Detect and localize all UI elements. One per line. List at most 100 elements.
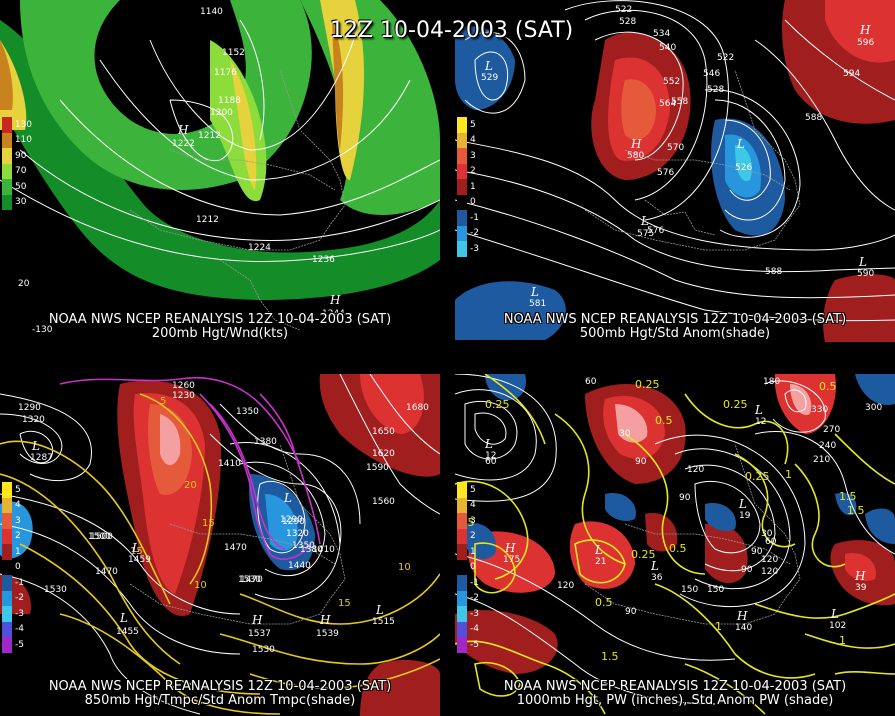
high-center-value: 175 — [503, 555, 520, 565]
temp-label: 15 — [130, 546, 143, 557]
map-200mb: 1140 1152 1176 1188 1200 1212 1212 1224 … — [0, 0, 440, 335]
contour-label: 576 — [657, 168, 674, 178]
low-center-value: 581 — [529, 299, 546, 309]
pw-label: 1.5 — [839, 490, 857, 503]
low-center-label: L — [754, 403, 763, 417]
contour-label: 588 — [765, 267, 782, 277]
contour-label: 120 — [761, 555, 778, 565]
low-center-value: 12 — [485, 451, 496, 461]
low-center-label: L — [31, 439, 40, 453]
temp-label: 5 — [160, 396, 166, 407]
low-center-label: L — [830, 607, 839, 621]
contour-label: 1350 — [236, 407, 259, 417]
low-center-value: 36 — [651, 573, 663, 583]
contour-label: 546 — [703, 69, 720, 79]
pw-anom-legend: 5 4 3 2 1 0 -1 -2 -3 -4 -5 — [457, 482, 487, 653]
low-center-value: 19 — [739, 511, 751, 521]
contour-label: 552 — [663, 77, 680, 87]
low-center-label: L — [640, 214, 649, 228]
pw-label: 0.5 — [655, 414, 673, 427]
high-center-value: 580 — [627, 151, 644, 161]
panel-500mb: 522 528 534 540 546 552 558 564 570 576 … — [455, 0, 895, 342]
contour-label: 1440 — [288, 561, 311, 571]
contour-label: 30 — [761, 529, 773, 539]
pw-label: 0.5 — [669, 542, 687, 555]
contour-label: 528 — [619, 17, 636, 27]
map-850mb: 1290 1320 1350 1380 1410 1290 1320 1350 … — [0, 374, 440, 716]
corner-label: 20 — [18, 279, 30, 289]
contour-label: 1500 — [90, 532, 113, 542]
contour-label: 1152 — [222, 48, 245, 58]
low-center-label: L — [594, 543, 603, 557]
temp-label: 15 — [338, 598, 351, 609]
contour-label: 1530 — [252, 645, 275, 655]
low-center-value: 1287 — [30, 453, 53, 463]
temp-anom-legend: 5 4 3 2 1 0 -1 -2 -3 -4 -5 — [2, 482, 32, 653]
high-center-value: 140 — [735, 623, 752, 633]
contour-label: 90 — [635, 457, 647, 467]
high-center-value: 1222 — [172, 139, 195, 149]
panel-caption: NOAA NWS NCEP REANALYSIS 12Z 10-04-2003 … — [503, 312, 847, 341]
contour-label: 576 — [647, 226, 664, 236]
contour-label: 90 — [741, 565, 753, 575]
contour-label: 90 — [679, 493, 691, 503]
panel-850mb: 1290 1320 1350 1380 1410 1290 1320 1350 … — [0, 374, 440, 716]
contour-label: 1590 — [366, 463, 389, 473]
pw-label: 0.25 — [723, 398, 748, 411]
high-center-label: H — [736, 609, 748, 623]
low-center-value: 590 — [857, 269, 874, 279]
low-center-label: L — [375, 603, 384, 617]
contour-label: 1320 — [22, 415, 45, 425]
contour-label: 1212 — [196, 215, 219, 225]
high-center-value: 1537 — [248, 629, 271, 639]
high-center-value: 596 — [857, 38, 874, 48]
contour-label: 1230 — [172, 391, 195, 401]
high-center-label: H — [329, 293, 341, 307]
contour-label: 270 — [823, 425, 840, 435]
contour-label: 1290 — [18, 403, 41, 413]
contour-label: 1200 — [210, 108, 233, 118]
contour-label: 570 — [667, 143, 684, 153]
pw-label: 0.5 — [819, 380, 837, 393]
low-center-value: 102 — [829, 621, 846, 631]
contour-label: 1290 — [282, 517, 305, 527]
contour-label: 1530 — [44, 585, 67, 595]
pw-label: 0.25 — [631, 548, 656, 561]
std-anom-legend: 5 4 3 2 1 0 -1 -2 -3 — [457, 117, 487, 257]
contour-label: 180 — [763, 377, 780, 387]
high-center-label: H — [859, 23, 871, 37]
contour-label: 588 — [805, 113, 822, 123]
low-center-value: 21 — [595, 557, 606, 567]
temp-label: 15 — [202, 518, 215, 529]
map-500mb: 522 528 534 540 546 552 558 564 570 576 … — [455, 0, 895, 342]
contour-label: 60 — [485, 457, 497, 467]
contour-label: 90 — [751, 547, 763, 557]
pw-label: 0.25 — [745, 470, 770, 483]
contour-label: 1470 — [224, 543, 247, 553]
contour-label: 522 — [717, 53, 734, 63]
pw-label: 0.25 — [635, 378, 660, 391]
panel-caption: NOAA NWS NCEP REANALYSIS 12Z 10-04-2003 … — [503, 679, 847, 708]
contour-label: 528 — [707, 85, 724, 95]
pw-label: 1.5 — [601, 650, 619, 663]
pw-label: 1.5 — [847, 504, 865, 517]
low-center-value: 1455 — [116, 627, 139, 637]
contour-label: 594 — [843, 69, 860, 79]
high-center-label: H — [177, 123, 189, 137]
low-center-value: 1290 — [280, 515, 303, 525]
low-center-label: L — [119, 611, 128, 625]
contour-label: 60 — [765, 537, 777, 547]
contour-label: 1650 — [372, 427, 395, 437]
pw-label: 1 — [839, 634, 846, 647]
high-center-label: H — [630, 137, 642, 151]
low-center-label: L — [736, 137, 745, 151]
panel-caption: NOAA NWS NCEP REANALYSIS 12Z 10-04-2003 … — [48, 679, 392, 708]
contour-label: 534 — [653, 29, 670, 39]
low-center-label: L — [738, 497, 747, 511]
contour-label: 240 — [819, 441, 836, 451]
low-center-value: 529 — [481, 73, 498, 83]
contour-label: 540 — [659, 43, 676, 53]
temp-label: 10 — [194, 580, 207, 591]
contour-label: 30 — [619, 429, 631, 439]
contour-label: 1188 — [218, 96, 241, 106]
